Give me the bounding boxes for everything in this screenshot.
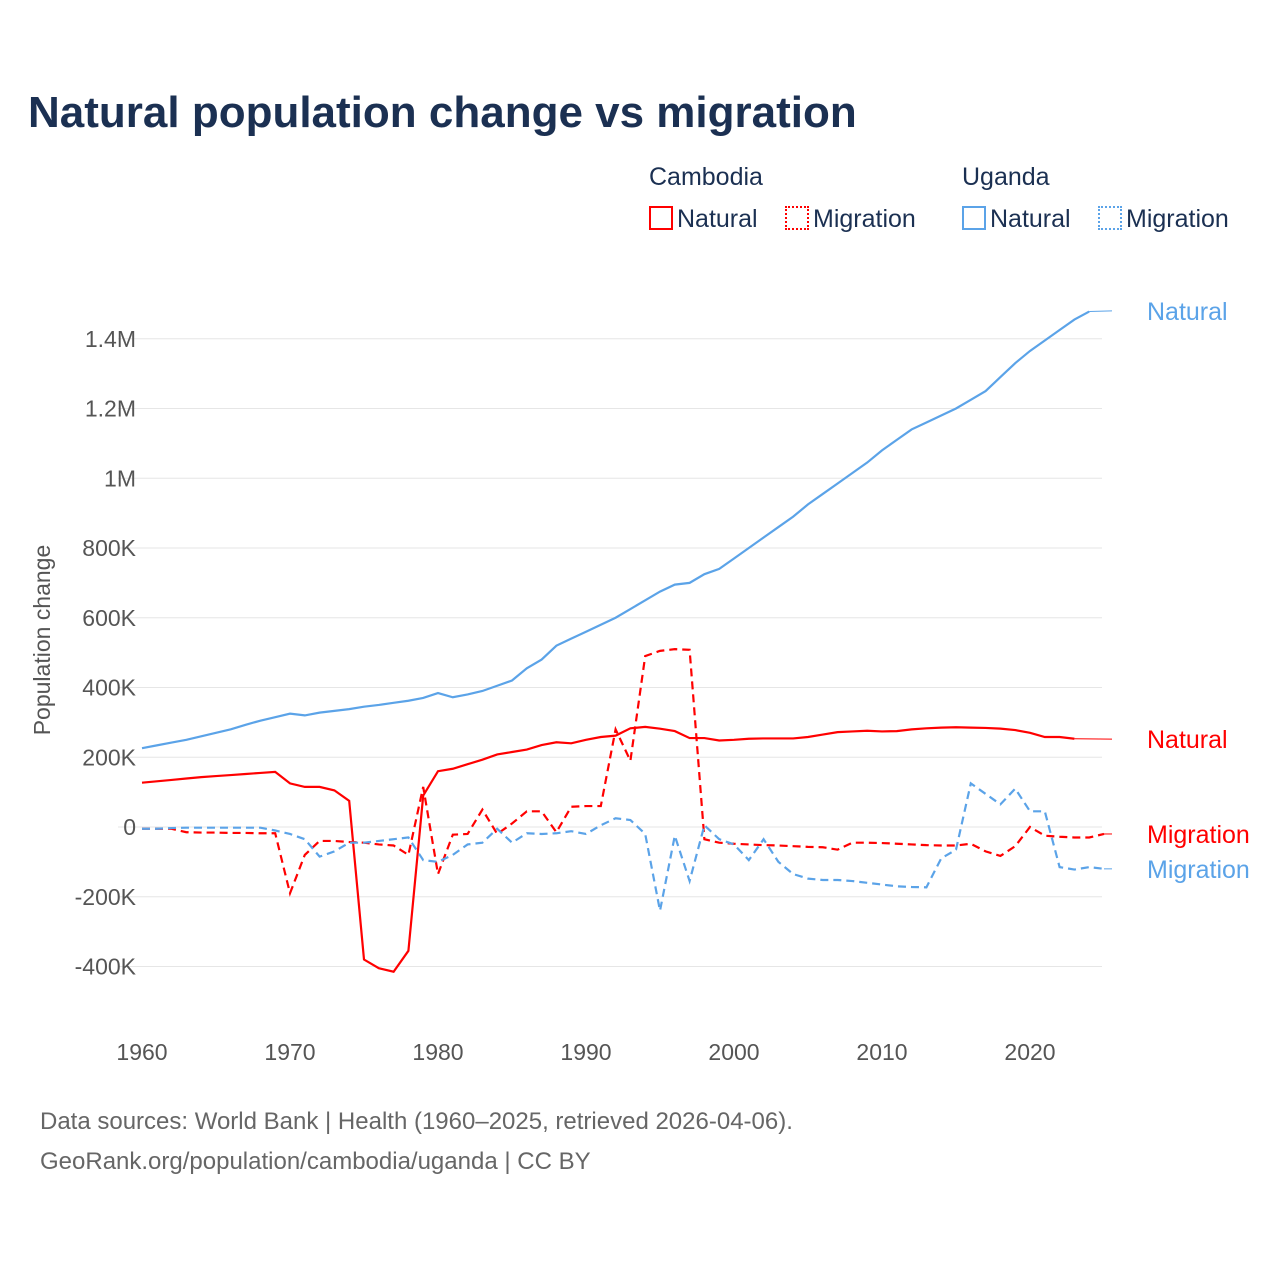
legend-cambodia-migration[interactable]: Migration — [785, 205, 916, 234]
y-tick-label: -400K — [75, 954, 137, 980]
series-end-label: Natural — [1147, 726, 1228, 754]
x-tick-label: 1980 — [412, 1039, 463, 1065]
y-tick-label: 1M — [104, 465, 136, 491]
flag-red — [1113, 826, 1143, 842]
y-tick-label: 200K — [82, 744, 136, 770]
x-tick-label: 1990 — [560, 1039, 611, 1065]
flag-emblem — [1122, 863, 1134, 875]
legend-group-uganda: Uganda — [962, 163, 1050, 191]
chart-title: Natural population change vs migration — [28, 88, 857, 137]
label-connector — [1089, 310, 1113, 313]
legend-swatch — [649, 206, 673, 230]
x-tick-label: 2000 — [708, 1039, 759, 1065]
flag-stripe — [1113, 321, 1143, 326]
cambodia-flag-icon — [1113, 819, 1143, 849]
flag-stripe — [1113, 854, 1143, 859]
series-end-label: Migration — [1147, 856, 1250, 884]
legend-group-cambodia: Cambodia — [649, 163, 763, 191]
flag-stripe — [1113, 879, 1143, 884]
legend-cambodia-natural[interactable]: Natural — [649, 205, 758, 234]
flag-border — [1113, 296, 1143, 326]
legend-uganda-migration[interactable]: Migration — [1098, 205, 1229, 234]
legend-label: Natural — [990, 205, 1071, 233]
y-tick-label: 800K — [82, 535, 136, 561]
flag-stripe — [1113, 864, 1143, 869]
x-tick-label: 2010 — [856, 1039, 907, 1065]
legend-swatch — [1098, 206, 1122, 230]
flag-red — [1113, 731, 1143, 747]
legend-label: Natural — [677, 205, 758, 233]
legend-label: Migration — [813, 205, 916, 233]
series-end-label: Natural — [1147, 298, 1228, 326]
legend-swatch — [962, 206, 986, 230]
flag-stripe — [1113, 859, 1143, 864]
y-axis-label: Population change — [29, 545, 55, 736]
series-line-cambodia-natural — [141, 725, 1075, 973]
uganda-flag-icon — [1113, 854, 1143, 884]
x-tick-label: 2020 — [1004, 1039, 1055, 1065]
flag-border — [1113, 854, 1143, 884]
flag-stripe — [1113, 296, 1143, 301]
y-tick-label: 1.2M — [85, 396, 136, 422]
footer-link[interactable]: GeoRank.org/population/cambodia/uganda |… — [40, 1148, 591, 1175]
flag-temple — [1122, 735, 1134, 742]
flag-stripe — [1113, 316, 1143, 321]
flag-blue — [1113, 819, 1143, 849]
series-line-uganda-migration — [142, 781, 1105, 911]
legend-uganda-natural[interactable]: Natural — [962, 205, 1071, 234]
flag-stripe — [1113, 311, 1143, 316]
cambodia-flag-icon — [1113, 724, 1143, 754]
flag-blue — [1113, 724, 1143, 754]
y-tick-label: 600K — [82, 605, 136, 631]
flag-emblem — [1122, 305, 1134, 317]
y-tick-label: 0 — [123, 814, 136, 840]
y-tick-label: 400K — [82, 675, 136, 701]
uganda-flag-icon — [1113, 296, 1143, 326]
series-line-cambodia-migration — [142, 648, 1105, 897]
y-tick-label: 1.4M — [85, 326, 136, 352]
flag-stripe — [1113, 874, 1143, 879]
flag-stripe — [1113, 306, 1143, 311]
flag-stripe — [1113, 869, 1143, 874]
legend-swatch — [785, 206, 809, 230]
flag-temple — [1122, 830, 1134, 837]
series-end-label: Migration — [1147, 821, 1250, 849]
footer-sources: Data sources: World Bank | Health (1960–… — [40, 1108, 793, 1135]
series-line-uganda-natural — [141, 310, 1090, 750]
flag-stripe — [1113, 301, 1143, 306]
x-tick-label: 1970 — [264, 1039, 315, 1065]
y-tick-label: -200K — [75, 884, 137, 910]
x-tick-label: 1960 — [116, 1039, 167, 1065]
legend-label: Migration — [1126, 205, 1229, 233]
